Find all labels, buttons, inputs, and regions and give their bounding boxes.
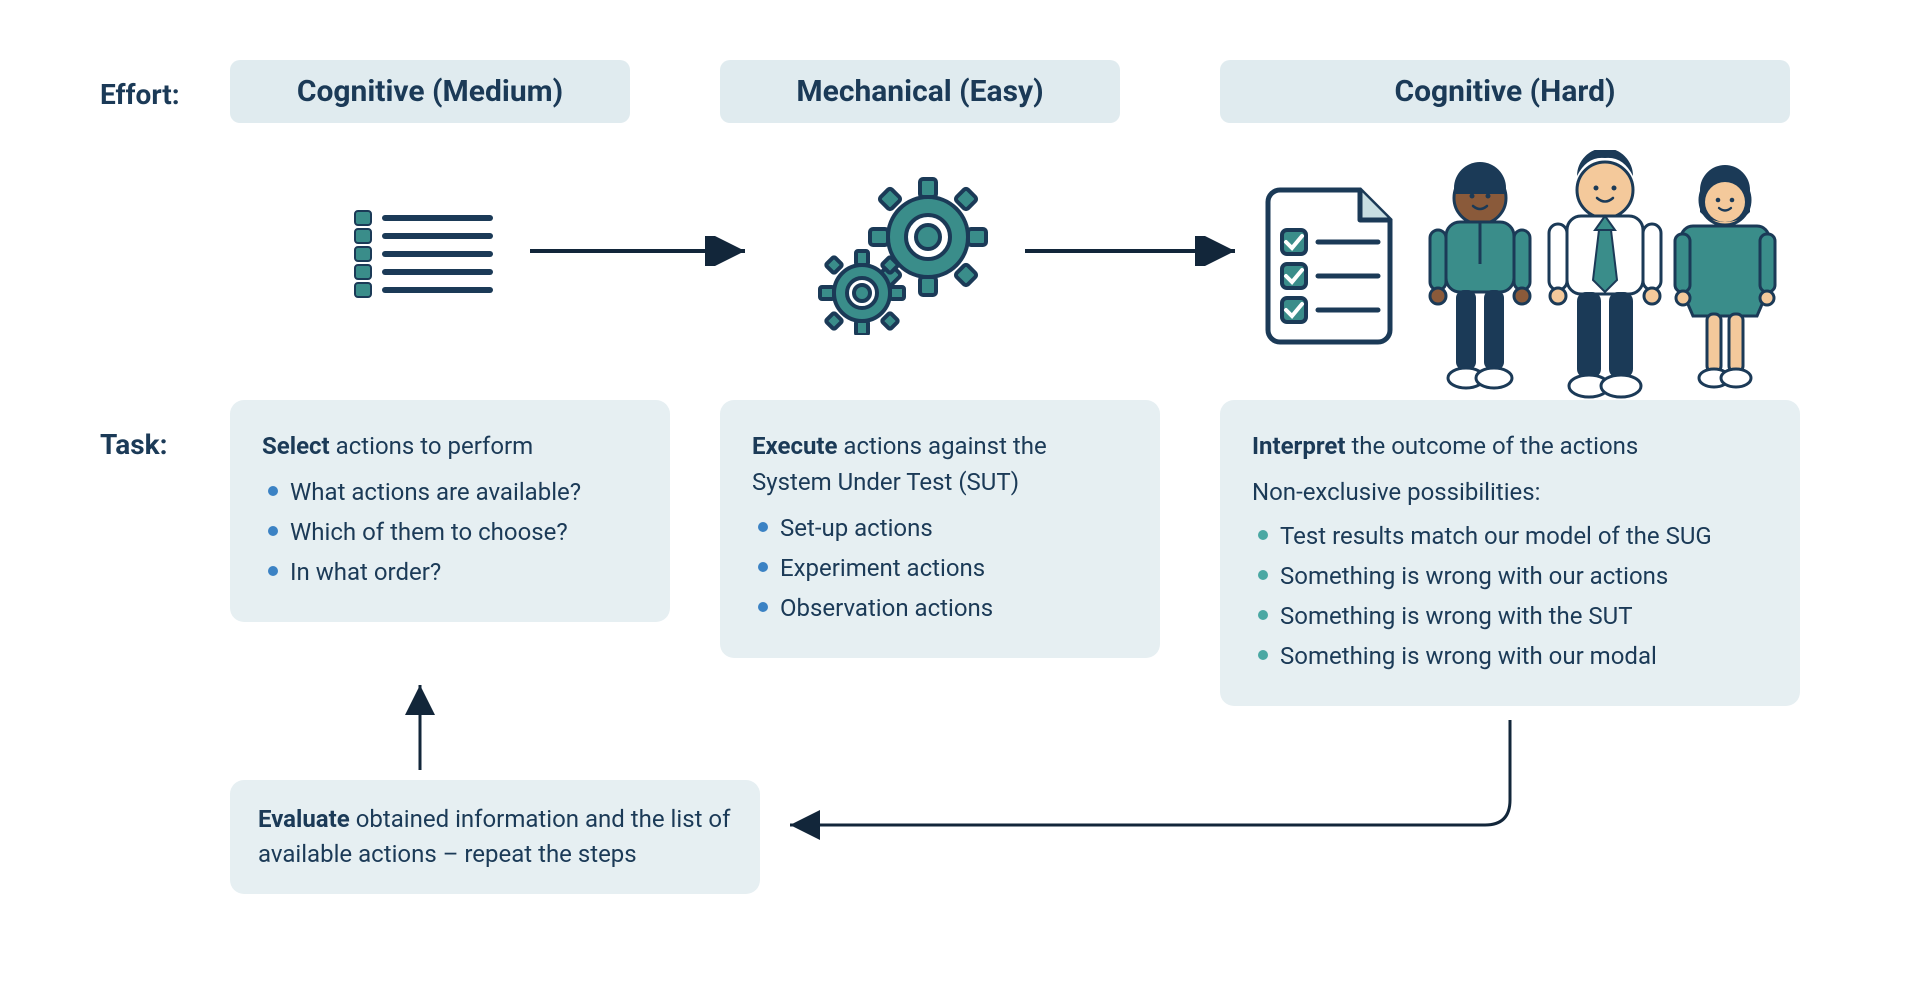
evaluate-box: Evaluate obtained information and the li… xyxy=(230,780,760,894)
